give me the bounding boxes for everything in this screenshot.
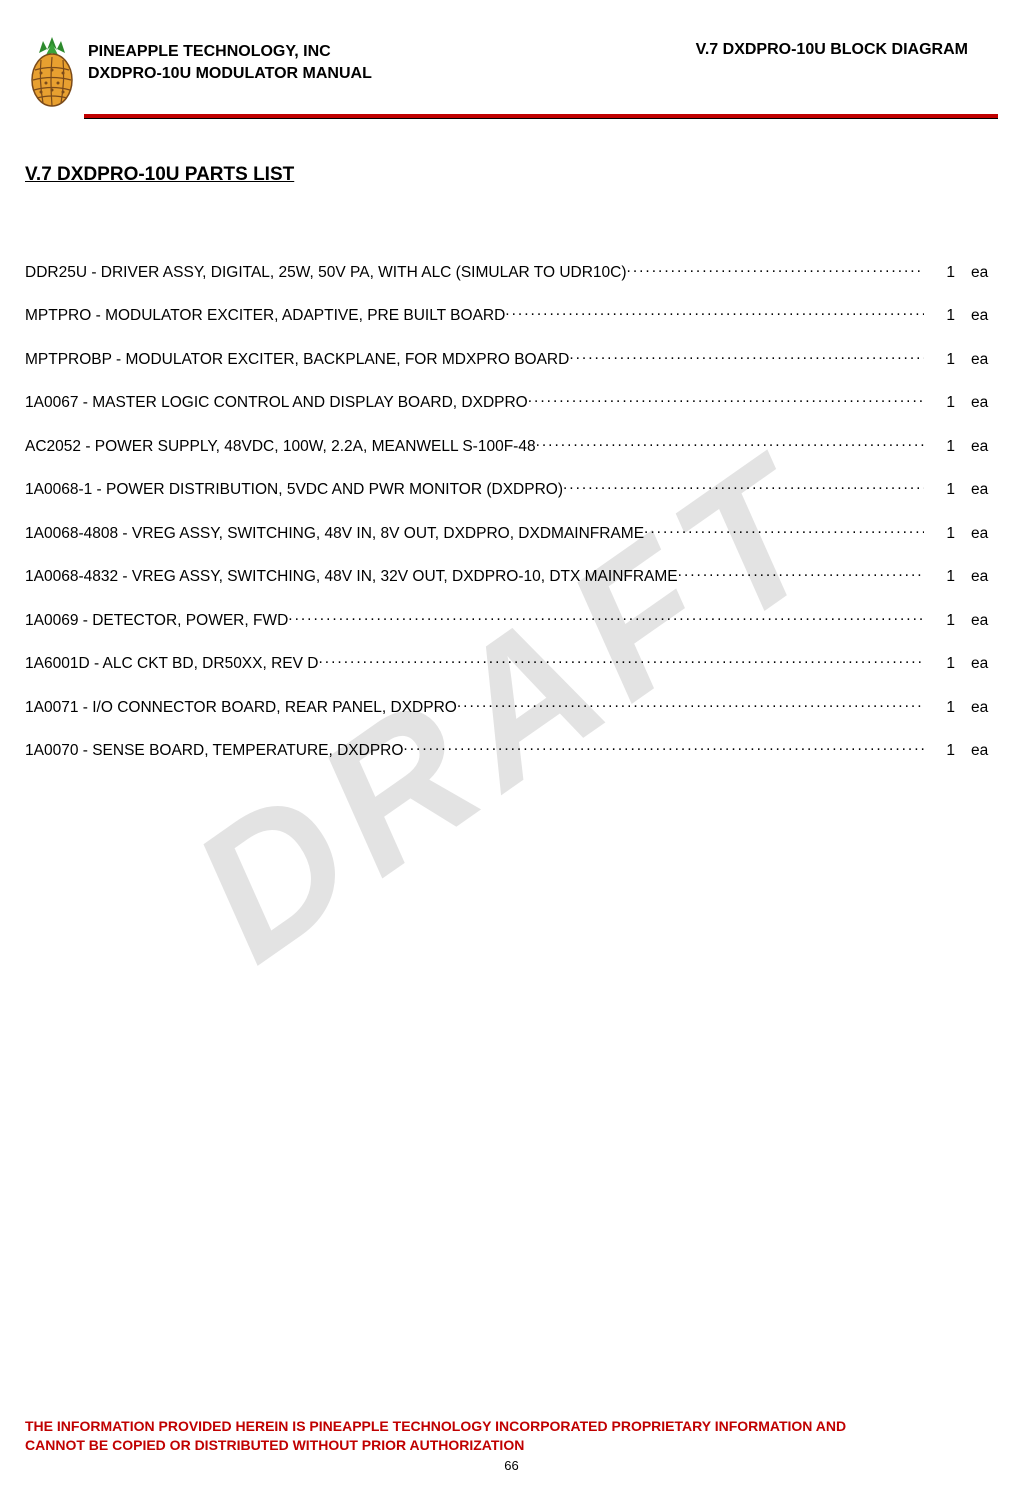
leader-dots xyxy=(678,566,924,582)
leader-dots xyxy=(627,261,924,277)
part-unit: ea xyxy=(963,655,998,673)
pineapple-logo-icon xyxy=(25,35,80,110)
leader-dots xyxy=(403,740,924,756)
part-description: MPTPRO - MODULATOR EXCITER, ADAPTIVE, PR… xyxy=(25,307,505,325)
part-qty: 1 xyxy=(928,438,963,456)
leader-dots xyxy=(318,653,924,669)
part-qty: 1 xyxy=(928,612,963,630)
company-name: PINEAPPLE TECHNOLOGY, INC xyxy=(88,41,372,63)
part-unit: ea xyxy=(963,394,998,412)
part-row: 1A0070 - SENSE BOARD, TEMPERATURE, DXDPR… xyxy=(25,740,998,761)
leader-dots xyxy=(505,305,924,321)
part-description: 1A0071 - I/O CONNECTOR BOARD, REAR PANEL… xyxy=(25,699,457,717)
page-content: PINEAPPLE TECHNOLOGY, INC DXDPRO-10U MOD… xyxy=(0,0,1023,760)
part-row: 1A0067 - MASTER LOGIC CONTROL AND DISPLA… xyxy=(25,392,998,413)
part-unit: ea xyxy=(963,699,998,717)
manual-title: DXDPRO-10U MODULATOR MANUAL xyxy=(88,63,372,85)
part-description: DDR25U - DRIVER ASSY, DIGITAL, 25W, 50V … xyxy=(25,264,627,282)
parts-list: DDR25U - DRIVER ASSY, DIGITAL, 25W, 50V … xyxy=(25,261,998,760)
part-row: DDR25U - DRIVER ASSY, DIGITAL, 25W, 50V … xyxy=(25,261,998,282)
part-row: 1A0068-4808 - VREG ASSY, SWITCHING, 48V … xyxy=(25,522,998,543)
part-unit: ea xyxy=(963,568,998,586)
part-description: 1A0069 - DETECTOR, POWER, FWD xyxy=(25,612,288,630)
part-qty: 1 xyxy=(928,699,963,717)
part-description: 1A0070 - SENSE BOARD, TEMPERATURE, DXDPR… xyxy=(25,742,403,760)
part-qty: 1 xyxy=(928,481,963,499)
header-text-block: PINEAPPLE TECHNOLOGY, INC DXDPRO-10U MOD… xyxy=(88,35,998,84)
part-qty: 1 xyxy=(928,742,963,760)
header-section-ref: V.7 DXDPRO-10U BLOCK DIAGRAM xyxy=(696,41,998,84)
leader-dots xyxy=(563,479,924,495)
leader-dots xyxy=(288,609,924,625)
part-unit: ea xyxy=(963,438,998,456)
part-description: 1A0067 - MASTER LOGIC CONTROL AND DISPLA… xyxy=(25,394,528,412)
part-unit: ea xyxy=(963,481,998,499)
part-description: 1A0068-1 - POWER DISTRIBUTION, 5VDC AND … xyxy=(25,481,563,499)
leader-dots xyxy=(528,392,924,408)
part-qty: 1 xyxy=(928,655,963,673)
part-row: 1A6001D - ALC CKT BD, DR50XX, REV D 1 ea xyxy=(25,653,998,674)
part-row: AC2052 - POWER SUPPLY, 48VDC, 100W, 2.2A… xyxy=(25,435,998,456)
part-row: MPTPROBP - MODULATOR EXCITER, BACKPLANE,… xyxy=(25,348,998,369)
part-unit: ea xyxy=(963,742,998,760)
leader-dots xyxy=(569,348,924,364)
footer-proprietary-line1: THE INFORMATION PROVIDED HEREIN IS PINEA… xyxy=(25,1417,998,1436)
part-unit: ea xyxy=(963,351,998,369)
part-row: 1A0071 - I/O CONNECTOR BOARD, REAR PANEL… xyxy=(25,696,998,717)
part-description: 1A0068-4808 - VREG ASSY, SWITCHING, 48V … xyxy=(25,525,644,543)
part-qty: 1 xyxy=(928,264,963,282)
leader-dots xyxy=(644,522,924,538)
part-qty: 1 xyxy=(928,307,963,325)
part-qty: 1 xyxy=(928,351,963,369)
header-left: PINEAPPLE TECHNOLOGY, INC DXDPRO-10U MOD… xyxy=(88,41,372,84)
page-number: 66 xyxy=(25,1458,998,1473)
header-rule xyxy=(84,114,998,119)
part-unit: ea xyxy=(963,307,998,325)
page-header: PINEAPPLE TECHNOLOGY, INC DXDPRO-10U MOD… xyxy=(0,0,1023,110)
leader-dots xyxy=(536,435,924,451)
part-row: MPTPRO - MODULATOR EXCITER, ADAPTIVE, PR… xyxy=(25,305,998,326)
page-footer: THE INFORMATION PROVIDED HEREIN IS PINEA… xyxy=(25,1417,998,1473)
part-row: 1A0068-1 - POWER DISTRIBUTION, 5VDC AND … xyxy=(25,479,998,500)
part-qty: 1 xyxy=(928,568,963,586)
part-unit: ea xyxy=(963,612,998,630)
part-unit: ea xyxy=(963,264,998,282)
part-unit: ea xyxy=(963,525,998,543)
part-description: 1A6001D - ALC CKT BD, DR50XX, REV D xyxy=(25,655,318,673)
leader-dots xyxy=(457,696,924,712)
part-description: AC2052 - POWER SUPPLY, 48VDC, 100W, 2.2A… xyxy=(25,438,536,456)
footer-proprietary-line2: CANNOT BE COPIED OR DISTRIBUTED WITHOUT … xyxy=(25,1436,998,1455)
part-qty: 1 xyxy=(928,525,963,543)
section-title: V.7 DXDPRO-10U PARTS LIST xyxy=(25,164,1023,186)
part-description: MPTPROBP - MODULATOR EXCITER, BACKPLANE,… xyxy=(25,351,569,369)
part-description: 1A0068-4832 - VREG ASSY, SWITCHING, 48V … xyxy=(25,568,678,586)
part-row: 1A0069 - DETECTOR, POWER, FWD 1 ea xyxy=(25,609,998,630)
part-qty: 1 xyxy=(928,394,963,412)
part-row: 1A0068-4832 - VREG ASSY, SWITCHING, 48V … xyxy=(25,566,998,587)
